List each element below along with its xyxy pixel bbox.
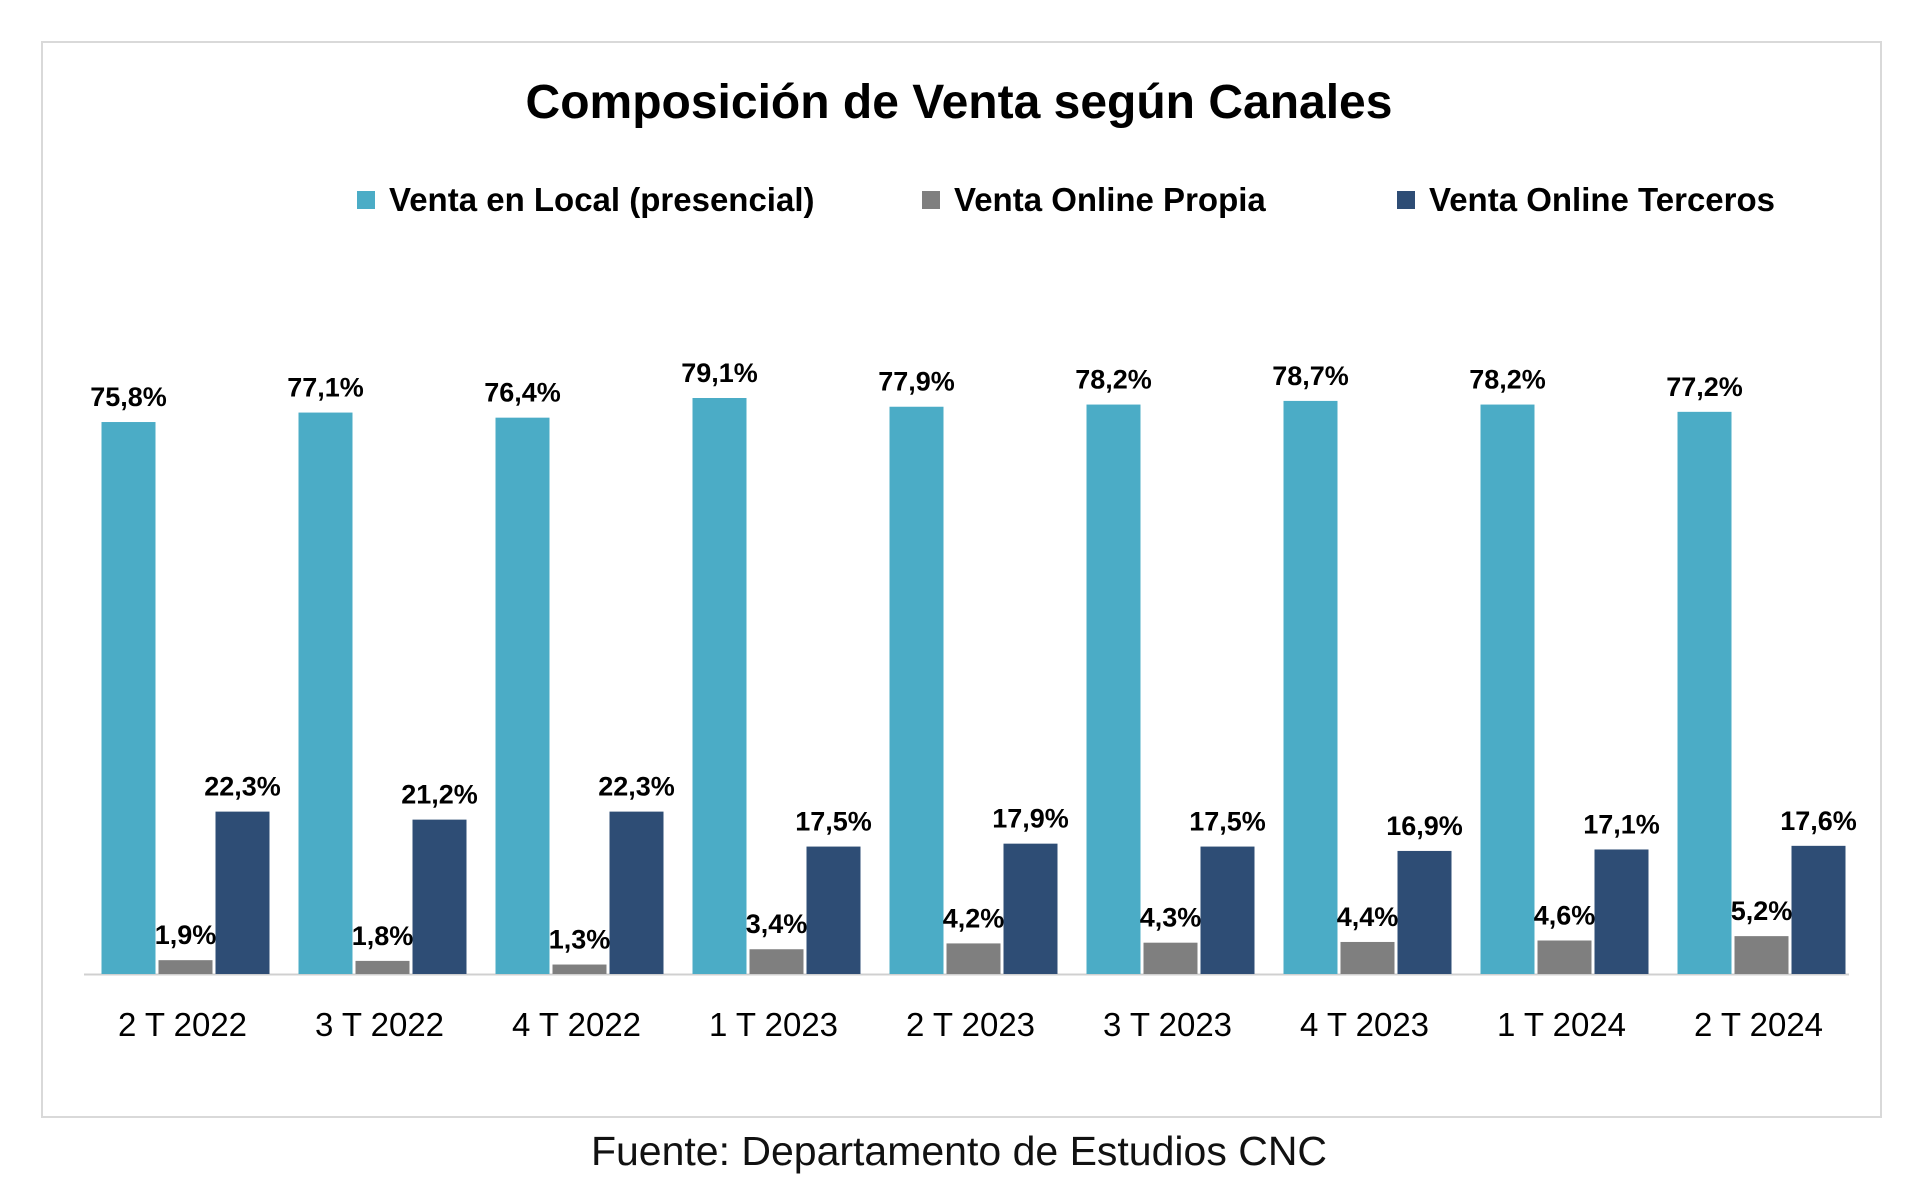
data-label-s2-c6: 4,3% — [1140, 903, 1202, 933]
data-label-s1-c8: 78,2% — [1469, 365, 1546, 395]
bar-s1-c8 — [1480, 404, 1535, 975]
bar-s2-c1 — [158, 960, 213, 974]
bar-s1-c7 — [1283, 400, 1338, 974]
chart-title: Composición de Venta según Canales — [526, 76, 1393, 129]
data-label-s1-c3: 76,4% — [484, 378, 561, 408]
data-label-s1-c9: 77,2% — [1666, 372, 1743, 402]
bar-s1-c9 — [1677, 411, 1732, 974]
data-label-s1-c6: 78,2% — [1075, 365, 1152, 395]
x-tick-label-4: 1 T 2023 — [709, 1006, 838, 1043]
data-label-s2-c2: 1,8% — [352, 921, 414, 951]
data-label-s2-c8: 4,6% — [1534, 901, 1596, 931]
legend-label-2: Venta Online Propia — [954, 181, 1266, 218]
data-label-s3-c4: 17,5% — [795, 807, 872, 837]
data-label-s2-c4: 3,4% — [746, 909, 808, 939]
bar-s2-c7 — [1340, 941, 1395, 974]
data-label-s3-c2: 21,2% — [401, 780, 478, 810]
legend-swatch-2 — [922, 191, 940, 209]
bar-s3-c6 — [1200, 846, 1255, 974]
data-label-s3-c7: 16,9% — [1386, 811, 1463, 841]
bar-s2-c2 — [355, 960, 410, 974]
legend-label-1: Venta en Local (presencial) — [389, 181, 815, 218]
data-label-s1-c1: 75,8% — [90, 382, 167, 412]
bar-s3-c3 — [609, 811, 664, 974]
data-label-s3-c3: 22,3% — [598, 772, 675, 802]
x-tick-label-5: 2 T 2023 — [906, 1006, 1035, 1043]
x-tick-label-6: 3 T 2023 — [1103, 1006, 1232, 1043]
bar-s2-c5 — [946, 943, 1001, 974]
data-label-s2-c7: 4,4% — [1337, 902, 1399, 932]
x-tick-label-8: 1 T 2024 — [1497, 1006, 1626, 1043]
data-label-s3-c8: 17,1% — [1583, 809, 1660, 839]
legend-label-3: Venta Online Terceros — [1429, 181, 1775, 218]
x-tick-label-2: 3 T 2022 — [315, 1006, 444, 1043]
data-label-s3-c1: 22,3% — [204, 772, 281, 802]
data-label-s2-c3: 1,3% — [549, 925, 611, 955]
bar-s3-c8 — [1594, 849, 1649, 974]
legend-swatch-3 — [1397, 191, 1415, 209]
legend-swatch-1 — [357, 191, 375, 209]
data-label-s1-c4: 79,1% — [681, 358, 758, 388]
bar-s3-c5 — [1003, 843, 1058, 974]
bar-s1-c5 — [889, 406, 944, 975]
bar-s3-c1 — [215, 811, 270, 974]
data-label-s2-c9: 5,2% — [1731, 896, 1793, 926]
bar-s1-c6 — [1086, 404, 1141, 975]
bar-s1-c1 — [101, 422, 156, 974]
bar-s3-c7 — [1397, 850, 1452, 974]
data-label-s3-c9: 17,6% — [1780, 806, 1857, 836]
x-tick-label-3: 4 T 2022 — [512, 1006, 641, 1043]
bar-s3-c4 — [806, 846, 861, 974]
data-label-s3-c5: 17,9% — [992, 804, 1069, 834]
bar-s2-c9 — [1734, 936, 1789, 974]
x-tick-label-1: 2 T 2022 — [118, 1006, 247, 1043]
bar-s2-c8 — [1537, 940, 1592, 974]
bar-s2-c6 — [1143, 942, 1198, 974]
bar-s1-c2 — [298, 412, 353, 974]
data-label-s1-c2: 77,1% — [287, 373, 364, 403]
bar-s3-c9 — [1791, 845, 1846, 974]
x-tick-label-9: 2 T 2024 — [1694, 1006, 1823, 1043]
data-label-s1-c7: 78,7% — [1272, 361, 1349, 391]
bar-s3-c2 — [412, 819, 467, 974]
bar-s2-c3 — [552, 964, 607, 974]
x-tick-label-7: 4 T 2023 — [1300, 1006, 1429, 1043]
data-label-s1-c5: 77,9% — [878, 367, 955, 397]
data-label-s2-c5: 4,2% — [943, 903, 1005, 933]
data-label-s3-c6: 17,5% — [1189, 807, 1266, 837]
bar-s1-c4 — [692, 398, 747, 974]
data-label-s2-c1: 1,9% — [155, 920, 217, 950]
bar-s2-c4 — [749, 949, 804, 974]
bar-s1-c3 — [495, 417, 550, 974]
source-note: Fuente: Departamento de Estudios CNC — [590, 1128, 1328, 1174]
